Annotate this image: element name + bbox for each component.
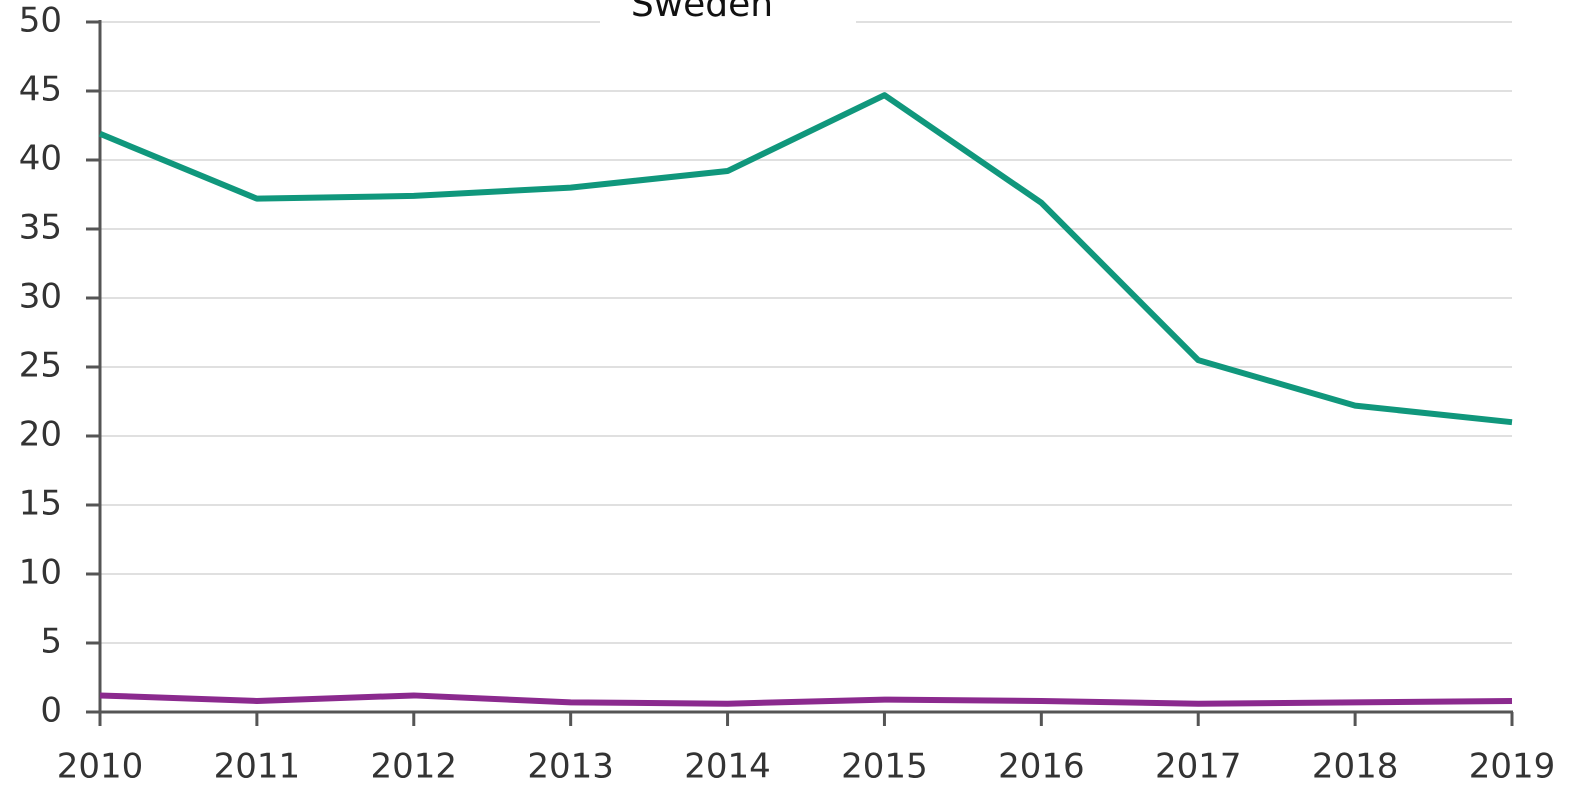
x-tick-label: 2012 — [371, 747, 458, 787]
x-tick-label: 2017 — [1155, 747, 1242, 787]
y-tick-label: 30 — [19, 277, 62, 317]
x-tick-label: 2010 — [57, 747, 144, 787]
x-tick-label: 2014 — [684, 747, 771, 787]
y-tick-label: 40 — [19, 139, 62, 179]
x-tick-label: 2011 — [214, 747, 301, 787]
x-tick-label: 2019 — [1469, 747, 1556, 787]
x-tick-label: 2015 — [841, 747, 928, 787]
x-tick-label: 2018 — [1312, 747, 1399, 787]
y-tick-label: 5 — [40, 622, 62, 662]
series-line — [99, 692, 1513, 707]
x-tick-label: 2013 — [527, 747, 614, 787]
y-tick-label: 35 — [19, 208, 62, 248]
series-line — [98, 92, 1513, 426]
y-tick-label: 25 — [19, 346, 62, 386]
y-tick-label: 50 — [19, 1, 62, 41]
grid — [100, 21, 1512, 713]
y-tick-label: 45 — [19, 70, 62, 110]
title-background — [600, 0, 856, 32]
chart-title: Sweden — [631, 0, 773, 25]
y-tick-label: 0 — [40, 691, 62, 731]
y-tick-label: 10 — [19, 553, 62, 593]
y-tick-label: 20 — [19, 415, 62, 455]
y-tick-label: 15 — [19, 484, 62, 524]
x-tick-label: 2016 — [998, 747, 1085, 787]
